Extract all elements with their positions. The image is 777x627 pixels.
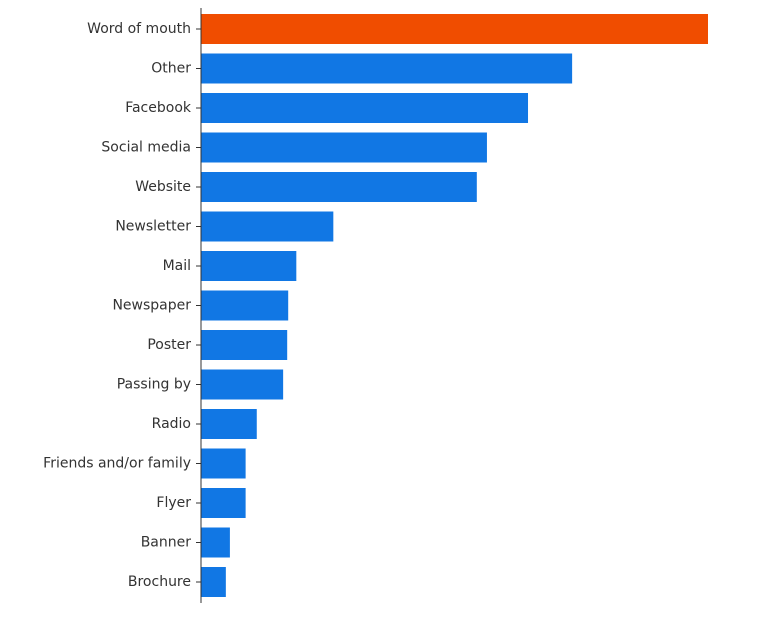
bar-brochure bbox=[201, 567, 226, 597]
bar-friends-and-or-family bbox=[201, 448, 246, 479]
bars-layer bbox=[201, 14, 708, 597]
category-label-other: Other bbox=[151, 61, 191, 77]
bar-banner bbox=[201, 527, 230, 558]
category-label-facebook: Facebook bbox=[125, 100, 192, 116]
bar-radio bbox=[201, 409, 257, 439]
category-label-word-of-mouth: Word of mouth bbox=[87, 21, 191, 37]
bar-poster bbox=[201, 330, 288, 360]
bar-other bbox=[201, 53, 573, 84]
bar-passing-by bbox=[201, 369, 284, 400]
category-label-radio: Radio bbox=[152, 416, 191, 432]
category-label-flyer: Flyer bbox=[156, 495, 191, 511]
category-label-website: Website bbox=[135, 179, 191, 195]
bar-facebook bbox=[201, 93, 529, 123]
bar-website bbox=[201, 172, 477, 202]
bar-newsletter bbox=[201, 211, 334, 242]
category-label-social-media: Social media bbox=[101, 140, 191, 156]
category-label-poster: Poster bbox=[147, 337, 191, 353]
bar-social-media bbox=[201, 132, 487, 163]
category-label-banner: Banner bbox=[141, 535, 192, 551]
bar-word-of-mouth bbox=[201, 14, 708, 44]
category-label-newspaper: Newspaper bbox=[112, 298, 191, 314]
category-label-passing-by: Passing by bbox=[117, 377, 191, 393]
category-labels: Word of mouth Other Facebook Social media We… bbox=[43, 21, 201, 590]
category-label-friends-and-or-family: Friends and/or family bbox=[43, 456, 191, 472]
category-label-newsletter: Newsletter bbox=[115, 219, 191, 235]
bar-flyer bbox=[201, 488, 246, 518]
bar-mail bbox=[201, 251, 297, 281]
bar-newspaper bbox=[201, 290, 289, 321]
category-label-mail: Mail bbox=[163, 258, 191, 274]
category-label-brochure: Brochure bbox=[128, 574, 191, 590]
